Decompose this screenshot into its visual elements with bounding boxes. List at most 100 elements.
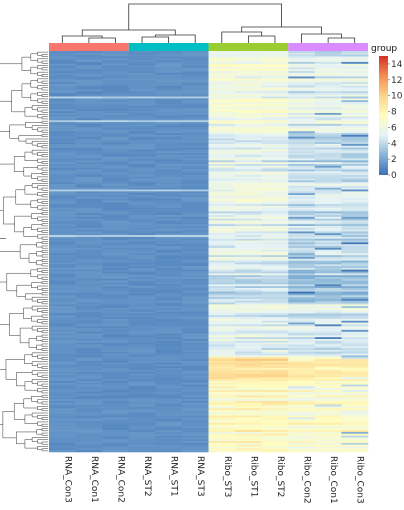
heatmap-cell — [261, 236, 289, 240]
heatmap-cell — [288, 306, 316, 309]
heatmap-cell — [181, 231, 209, 234]
heatmap-cell — [261, 338, 289, 342]
heatmap-cell — [128, 318, 156, 322]
dendrogram-branch — [41, 250, 48, 253]
column-label: RNA_ST1 — [169, 456, 179, 497]
heatmap-cell — [75, 287, 103, 291]
heatmap-cell — [128, 442, 156, 446]
heatmap-cell — [102, 380, 130, 384]
heatmap-cell — [235, 328, 262, 331]
dendrogram-branch — [24, 185, 38, 195]
heatmap-cell — [102, 158, 130, 161]
heatmap-cell — [102, 189, 130, 192]
heatmap-cell — [314, 369, 342, 373]
heatmap-cell — [181, 441, 209, 444]
heatmap-cell — [49, 433, 76, 436]
heatmap-cell — [49, 375, 76, 378]
heatmap-cell — [102, 442, 130, 446]
heatmap-cell — [181, 151, 209, 154]
heatmap-cell — [181, 83, 209, 86]
heatmap-cell — [261, 191, 289, 194]
heatmap-cell — [288, 273, 316, 276]
heatmap-cell — [208, 308, 236, 311]
heatmap-cell — [155, 80, 183, 83]
heatmap-cell — [288, 56, 316, 59]
heatmap-cell — [341, 397, 369, 400]
dendrogram-branch — [37, 319, 48, 324]
heatmap-cell — [235, 309, 262, 312]
heatmap-cell — [208, 393, 236, 396]
heatmap-cell — [341, 393, 369, 396]
heatmap-cell — [288, 411, 316, 415]
heatmap-cell — [235, 258, 262, 261]
heatmap-cell — [314, 184, 342, 187]
heatmap-cell — [235, 87, 262, 90]
heatmap-cell — [155, 220, 183, 223]
heatmap-cell — [235, 145, 262, 148]
heatmap-cell — [181, 262, 209, 265]
heatmap-cell — [181, 390, 209, 393]
heatmap-cell — [49, 162, 76, 165]
dendrogram-branch — [18, 135, 42, 142]
dendrogram-branch — [41, 116, 48, 120]
heatmap-cell — [128, 260, 156, 263]
heatmap-cell — [314, 196, 342, 199]
heatmap-cell — [49, 120, 76, 123]
heatmap-cell — [181, 87, 209, 90]
heatmap-cell — [261, 98, 289, 101]
heatmap-cell — [155, 333, 183, 336]
heatmap-cell — [341, 315, 369, 318]
heatmap-cell — [102, 293, 130, 296]
heatmap-cell — [181, 444, 209, 447]
dendrogram-branch — [37, 216, 48, 221]
dendrogram-branch — [37, 78, 48, 83]
heatmap-cell — [288, 320, 316, 323]
heatmap-cell — [208, 322, 236, 325]
heatmap-cell — [128, 435, 156, 438]
heatmap-cell — [288, 246, 316, 249]
heatmap-cell — [208, 253, 236, 256]
heatmap-cell — [49, 346, 76, 349]
heatmap-cell — [261, 149, 289, 152]
heatmap-cell — [341, 222, 369, 225]
heatmap-cell — [288, 200, 316, 203]
heatmap-cell — [128, 158, 156, 161]
heatmap-cell — [102, 424, 130, 427]
heatmap-cell — [75, 390, 103, 393]
dendrogram-branch — [37, 372, 48, 377]
heatmap-cell — [49, 260, 76, 263]
dendrogram-branch — [41, 394, 48, 398]
heatmap-cell — [208, 360, 236, 363]
heatmap-cell — [181, 382, 209, 385]
heatmap-cell — [181, 380, 209, 384]
heatmap-cell — [235, 444, 262, 447]
heatmap-cell — [341, 286, 369, 289]
heatmap-cell — [288, 134, 316, 137]
heatmap-cell — [208, 267, 236, 271]
heatmap-cell — [75, 233, 103, 236]
heatmap-cell — [314, 278, 342, 281]
heatmap-cell — [235, 112, 262, 116]
heatmap-cell — [235, 222, 262, 225]
heatmap-cell — [288, 384, 316, 387]
heatmap-cell — [75, 260, 103, 263]
heatmap-cell — [208, 400, 236, 404]
heatmap-cell — [181, 222, 209, 225]
heatmap-cell — [235, 255, 262, 258]
heatmap-cell — [49, 140, 76, 143]
dendrogram-branch — [41, 310, 48, 314]
heatmap-cell — [314, 94, 342, 97]
heatmap-cell — [155, 81, 183, 85]
heatmap-cell — [75, 149, 103, 152]
heatmap-cell — [235, 286, 262, 289]
heatmap-cell — [208, 69, 236, 72]
heatmap-cell — [181, 391, 209, 394]
heatmap-cell — [128, 218, 156, 221]
heatmap-cell — [341, 335, 369, 338]
heatmap-cell — [261, 419, 289, 422]
heatmap-cell — [75, 142, 103, 145]
heatmap-cell — [208, 395, 236, 398]
heatmap-cell — [128, 293, 156, 296]
heatmap-cell — [49, 231, 76, 234]
heatmap-cell — [261, 140, 289, 143]
